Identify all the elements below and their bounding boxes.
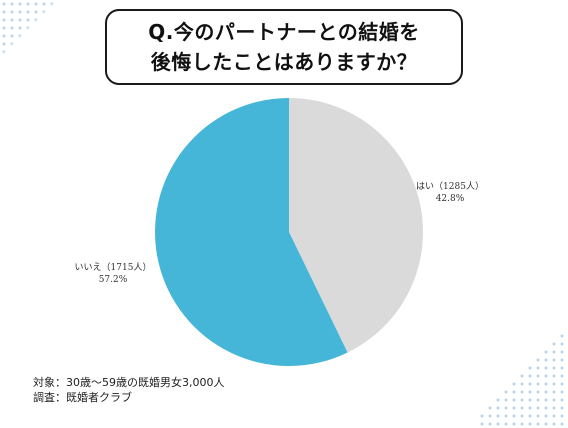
pie-slice-yes bbox=[289, 98, 423, 353]
slice-label-no-text: いいえ（1715人） bbox=[74, 263, 152, 273]
pie-slice-no bbox=[154, 98, 348, 366]
slice-label-no: いいえ（1715人） 57.2% bbox=[66, 262, 160, 286]
slice-label-no-percent: 57.2% bbox=[98, 275, 128, 285]
survey-footnote: 対象：30歳〜59歳の既婚男女3,000人 調査：既婚者クラブ bbox=[33, 375, 224, 405]
question-title: Q.今のパートナーとの結婚を 後悔したことはありますか？ bbox=[105, 9, 463, 85]
survey-target: 対象：30歳〜59歳の既婚男女3,000人 bbox=[33, 376, 225, 389]
question-title-line-1: Q.今のパートナーとの結婚を bbox=[148, 20, 420, 44]
question-title-line-2: 後悔したことはありますか？ bbox=[150, 50, 418, 74]
survey-source: 調査：既婚者クラブ bbox=[33, 391, 132, 404]
slice-label-yes: はい（1285人） 42.8% bbox=[410, 181, 490, 205]
slice-label-yes-text: はい（1285人） bbox=[416, 182, 484, 192]
slice-label-yes-percent: 42.8% bbox=[435, 194, 465, 204]
